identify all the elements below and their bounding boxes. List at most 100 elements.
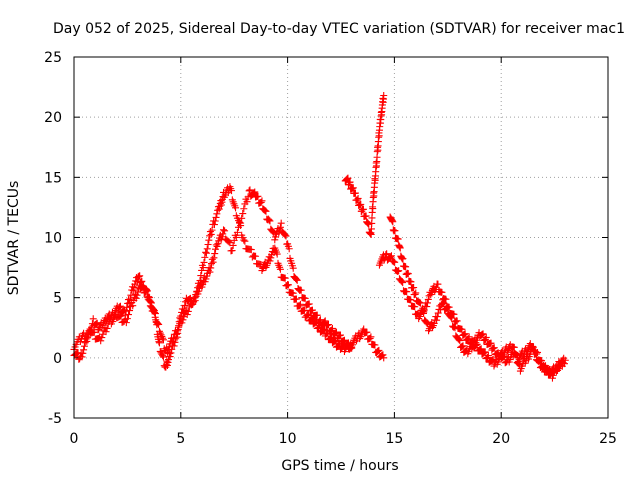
data-point xyxy=(396,244,404,252)
data-point xyxy=(292,295,300,303)
data-point xyxy=(379,351,387,359)
data-point xyxy=(410,283,418,291)
data-point xyxy=(296,302,304,310)
data-point xyxy=(397,277,405,285)
data-point xyxy=(448,314,456,322)
data-point xyxy=(102,328,110,336)
data-point xyxy=(264,215,272,223)
data-point xyxy=(296,300,304,308)
data-point xyxy=(97,337,105,345)
data-point xyxy=(534,348,542,356)
data-point xyxy=(232,233,240,241)
data-point xyxy=(387,252,395,260)
data-point xyxy=(433,313,441,321)
data-point xyxy=(458,325,466,333)
data-point xyxy=(143,286,151,294)
data-point xyxy=(380,354,388,362)
data-point xyxy=(207,264,215,272)
data-point xyxy=(319,326,327,334)
data-point xyxy=(208,255,216,263)
data-point xyxy=(202,249,210,257)
data-point xyxy=(228,187,236,195)
data-point xyxy=(169,334,177,342)
data-point xyxy=(476,346,484,354)
y-axis-label: SDTVAR / TECUs xyxy=(6,181,22,296)
data-point xyxy=(417,299,425,307)
data-point xyxy=(126,307,134,315)
data-point xyxy=(558,357,566,365)
data-point xyxy=(199,264,207,272)
y-tick-label: 20 xyxy=(44,110,62,126)
data-point xyxy=(365,220,373,228)
data-point xyxy=(155,327,163,335)
data-point xyxy=(212,241,220,249)
data-point xyxy=(207,230,215,238)
data-point xyxy=(200,258,208,266)
data-point xyxy=(204,241,212,249)
data-point xyxy=(440,299,448,307)
data-point xyxy=(225,238,233,246)
data-point xyxy=(98,334,106,342)
data-point xyxy=(221,227,229,235)
data-point xyxy=(206,228,214,236)
data-point xyxy=(530,343,538,351)
data-point xyxy=(240,205,248,213)
data-point xyxy=(236,218,244,226)
data-point xyxy=(78,353,86,361)
data-point xyxy=(115,304,123,312)
data-point xyxy=(189,300,197,308)
data-point xyxy=(419,307,427,315)
data-point xyxy=(332,329,340,337)
data-point xyxy=(359,205,367,213)
data-point xyxy=(433,316,441,324)
data-point xyxy=(324,321,332,329)
data-point xyxy=(238,214,246,222)
x-tick-label: 25 xyxy=(599,431,617,447)
data-point xyxy=(168,337,176,345)
data-point xyxy=(206,268,214,276)
data-point xyxy=(211,217,219,225)
data-point xyxy=(303,311,311,319)
data-point xyxy=(151,309,159,317)
data-point xyxy=(297,286,305,294)
data-point xyxy=(328,326,336,334)
data-point xyxy=(202,248,210,256)
data-point xyxy=(208,260,216,268)
data-point xyxy=(122,319,130,327)
chart-title: Day 052 of 2025, Sidereal Day-to-day VTE… xyxy=(53,21,625,37)
data-point xyxy=(251,188,259,196)
data-point xyxy=(380,92,388,100)
data-point xyxy=(229,241,237,249)
data-point xyxy=(260,206,268,214)
data-point xyxy=(289,264,297,272)
data-point xyxy=(281,231,289,239)
data-point xyxy=(455,336,463,344)
data-point xyxy=(262,207,270,215)
data-point xyxy=(320,325,328,333)
data-point xyxy=(477,331,485,339)
data-point xyxy=(407,296,415,304)
data-point xyxy=(375,346,383,354)
axis-ticks: 0 5 10 15 20 25 -5 0 5 10 15 20 25 xyxy=(44,50,617,447)
data-point xyxy=(293,276,301,284)
data-point xyxy=(452,318,460,326)
data-point xyxy=(156,329,164,337)
data-point xyxy=(277,219,285,227)
x-tick-label: 5 xyxy=(176,431,185,447)
data-point xyxy=(155,339,163,347)
data-point xyxy=(363,328,371,336)
data-point xyxy=(394,267,402,275)
data-point xyxy=(398,278,406,286)
data-point xyxy=(488,357,496,365)
data-point xyxy=(348,344,356,352)
data-point xyxy=(484,352,492,360)
data-point xyxy=(304,310,312,318)
data-point xyxy=(357,200,365,208)
data-point xyxy=(136,272,144,280)
data-point xyxy=(79,349,87,357)
data-point xyxy=(74,349,82,357)
data-point xyxy=(139,282,147,290)
data-point xyxy=(258,197,266,205)
data-point xyxy=(117,312,125,320)
